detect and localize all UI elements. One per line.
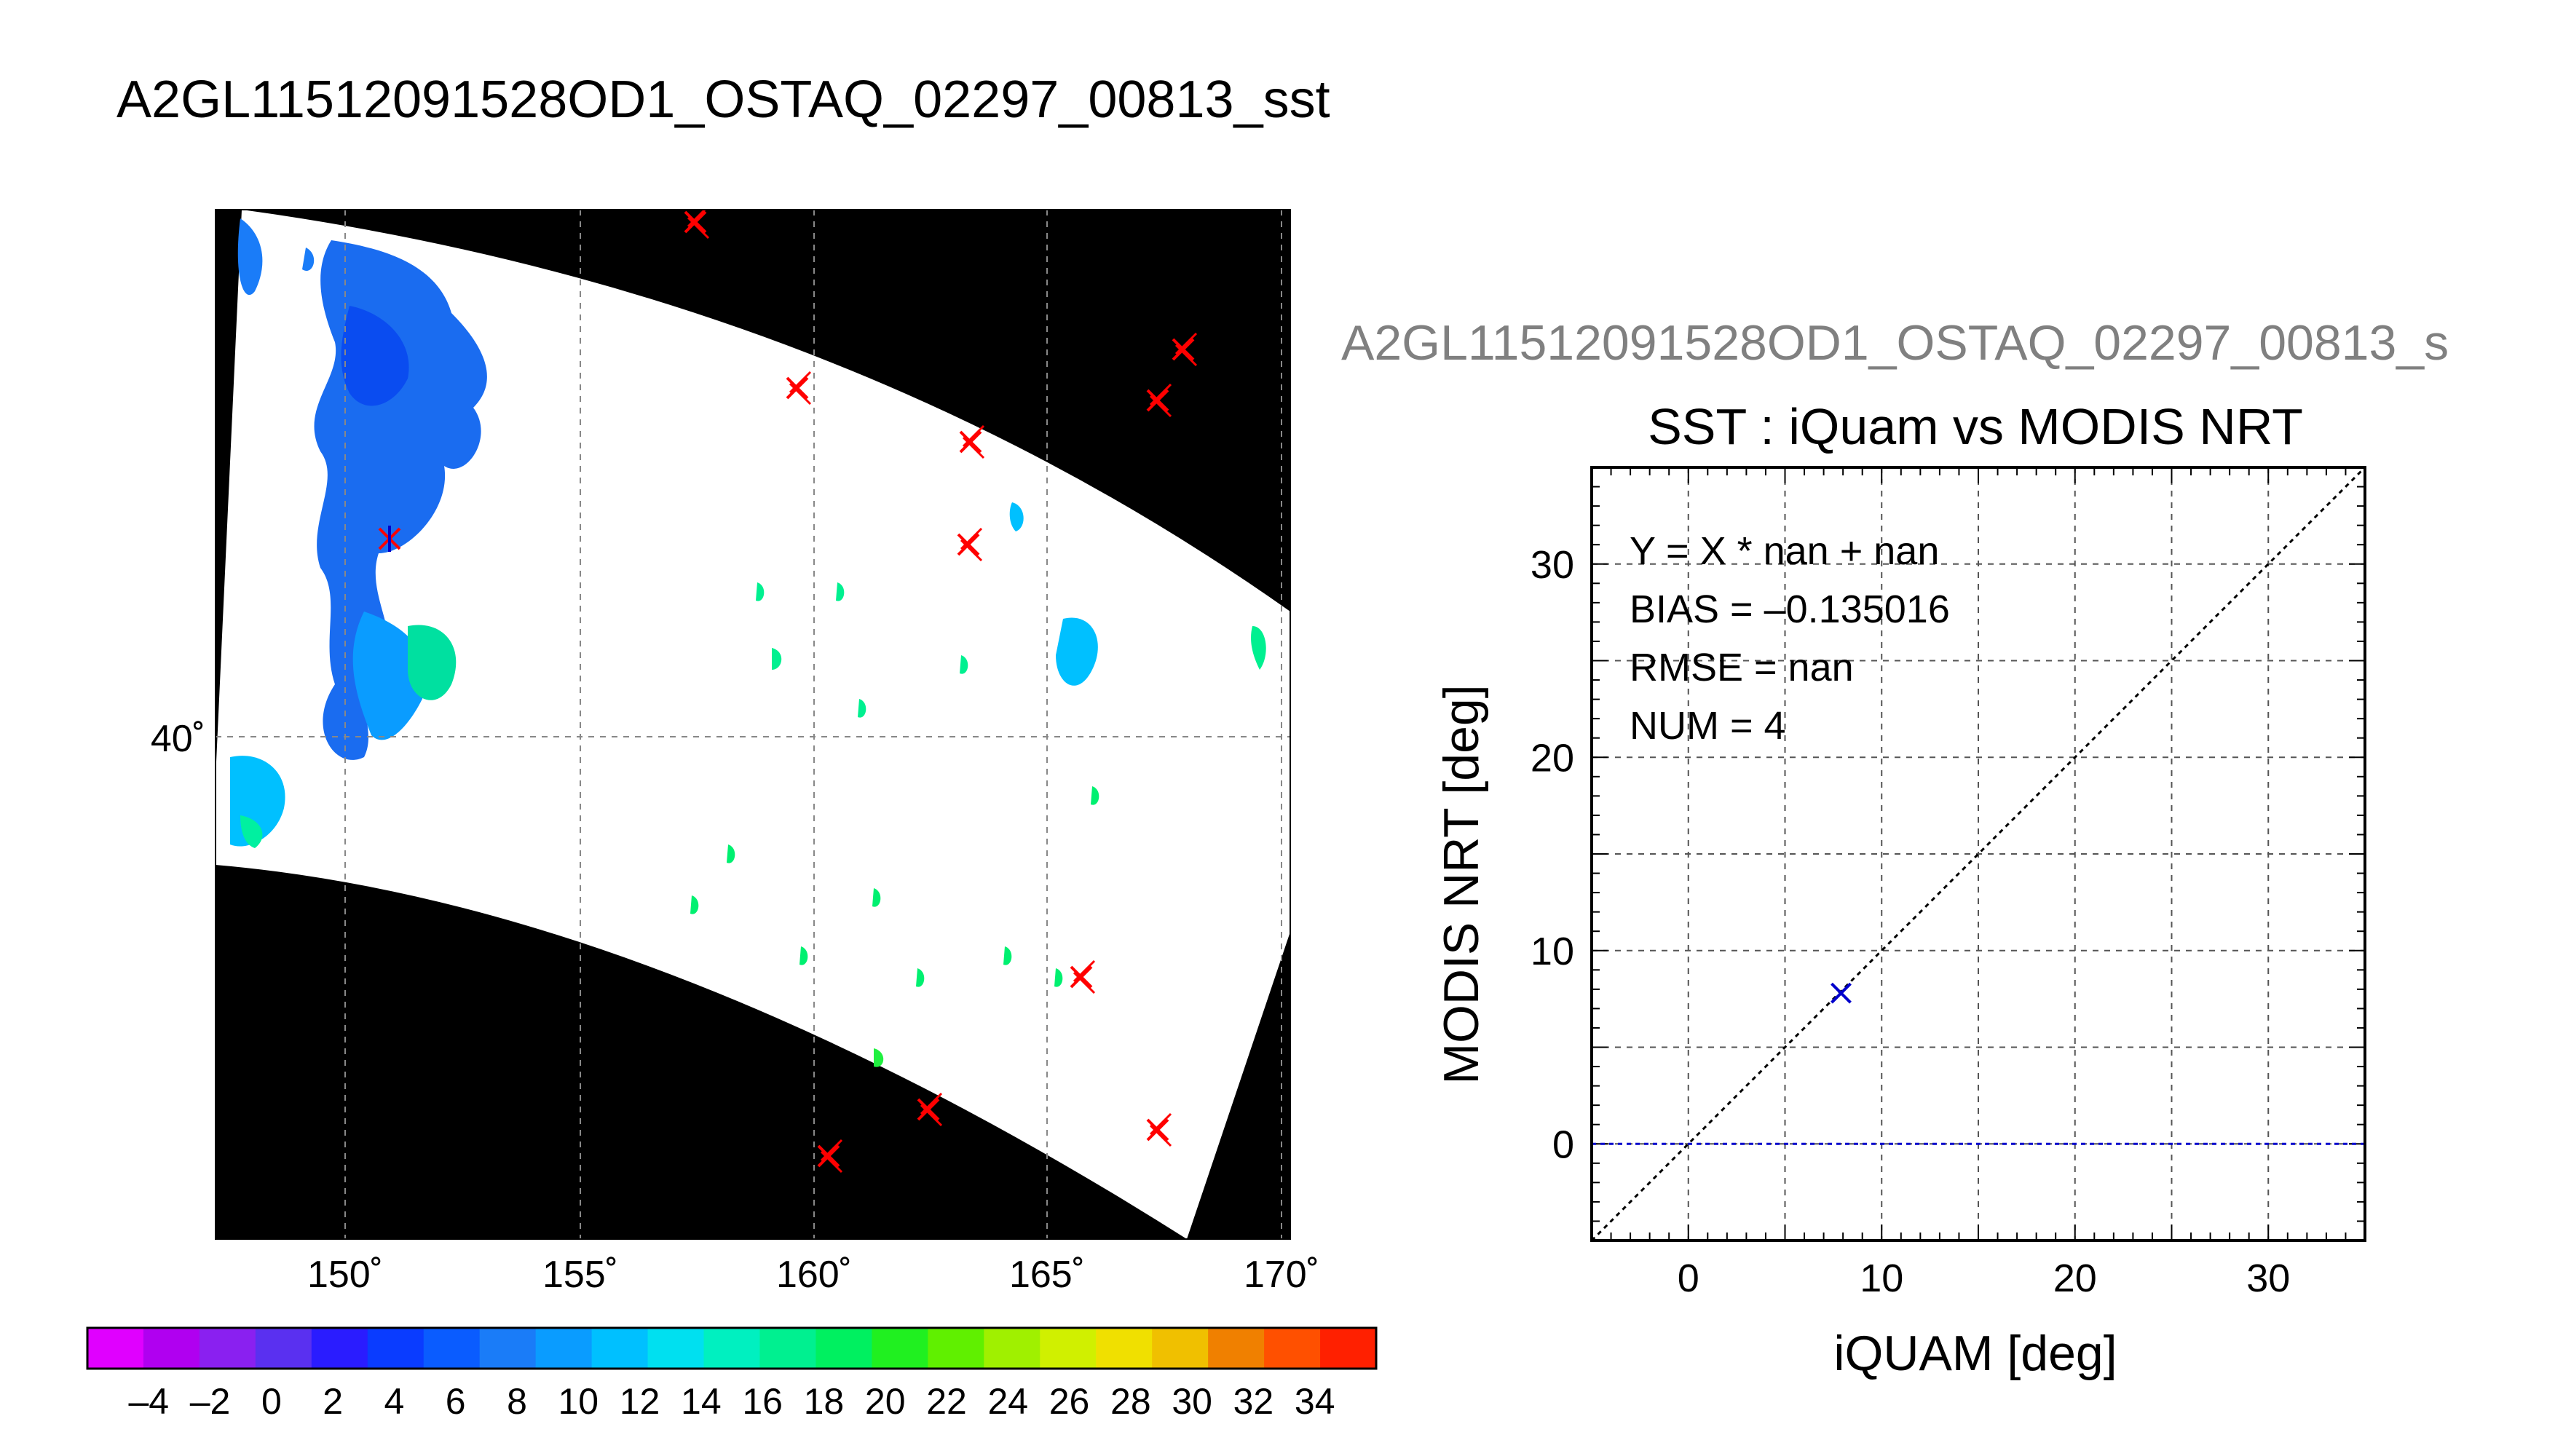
scatter-frame	[1590, 466, 2366, 1242]
colorbar-tick-label: 30	[1172, 1381, 1212, 1422]
colorbar-swatches	[87, 1328, 1377, 1369]
y-tick-label: 20	[1531, 736, 1574, 780]
colorbar-swatch	[816, 1328, 872, 1369]
stats-annotations: Y = X * nan + nan BIAS = –0.135016 RMSE = …	[1630, 529, 1950, 748]
lon-tick-label: 160˚	[776, 1254, 852, 1296]
matchup-marker	[917, 1092, 943, 1127]
lat-tick-label: 40˚	[151, 718, 205, 760]
sst-patches	[230, 218, 1266, 1067]
map-gridlines	[216, 210, 1290, 1239]
lon-tick-label: 170˚	[1244, 1254, 1319, 1296]
chart-title: SST : iQuam vs MODIS NRT	[1648, 398, 2303, 455]
colorbar-tick-label: 10	[558, 1381, 599, 1422]
data-point	[1831, 982, 1852, 1004]
colorbar-swatch	[759, 1328, 816, 1369]
colorbar-swatch	[367, 1328, 424, 1369]
stats-annotation: BIAS = –0.135016	[1630, 587, 1950, 631]
scatter-plot: A2GL11512091528OD1_OSTAQ_02297_00813_s S…	[1341, 315, 2449, 1381]
matchup-marker	[959, 424, 985, 459]
colorbar-swatch	[1264, 1328, 1321, 1369]
colorbar-tick-label: 28	[1110, 1381, 1151, 1422]
lon-tick-label: 150˚	[307, 1254, 383, 1296]
colorbar-swatch	[1320, 1328, 1377, 1369]
matchup-marker	[1146, 1112, 1172, 1147]
colorbar-swatch	[479, 1328, 537, 1369]
matchup-marker	[786, 371, 812, 405]
colorbar-tick-label: 24	[987, 1381, 1028, 1422]
colorbar-tick-label: 4	[384, 1381, 405, 1422]
sst-map: 150˚ 155˚ 160˚ 165˚ 170˚ 40˚	[151, 209, 1319, 1296]
page-title: A2GL11512091528OD1_OSTAQ_02297_00813_sst	[117, 71, 1330, 129]
colorbar-tick-label: 32	[1233, 1381, 1274, 1422]
colorbar-swatch	[535, 1328, 593, 1369]
colorbar-swatch	[311, 1328, 368, 1369]
scatter-gridlines	[1592, 467, 2365, 1241]
colorbar-tick-label: –4	[128, 1381, 169, 1422]
stats-annotation: Y = X * nan + nan	[1630, 529, 1939, 573]
colorbar-tick-label: 34	[1295, 1381, 1335, 1422]
colorbar-swatch	[1208, 1328, 1265, 1369]
colorbar-swatch	[143, 1328, 200, 1369]
x-tick-label: 10	[1860, 1257, 1903, 1300]
colorbar-tick-label: 16	[742, 1381, 783, 1422]
colorbar-tick-label: 2	[323, 1381, 343, 1422]
matchup-marker	[1146, 383, 1172, 418]
colorbar-swatch	[423, 1328, 481, 1369]
colorbar-swatch	[703, 1328, 760, 1369]
colorbar-tick-label: 8	[507, 1381, 527, 1422]
matchup-marker	[1172, 332, 1198, 367]
colorbar-swatch	[1152, 1328, 1209, 1369]
colorbar-swatch	[87, 1328, 144, 1369]
x-axis-label: iQUAM [deg]	[1833, 1326, 2117, 1381]
colorbar-tick-label: 12	[620, 1381, 660, 1422]
colorbar-swatch	[872, 1328, 928, 1369]
colorbar-tick-label: –2	[190, 1381, 231, 1422]
lon-tick-label: 155˚	[542, 1254, 618, 1296]
colorbar-swatch	[1040, 1328, 1097, 1369]
x-tick-label: 0	[1678, 1257, 1699, 1300]
colorbar-tick-label: 22	[926, 1381, 967, 1422]
matchup-marker	[684, 210, 710, 240]
colorbar: –4 –2 0 2 4 6 8 10 12 14 16 18 20 22 24 26 28 30 32 34	[86, 1326, 1378, 1422]
colorbar-swatch	[255, 1328, 312, 1369]
colorbar-swatch	[984, 1328, 1040, 1369]
y-tick-label: 10	[1531, 930, 1574, 973]
colorbar-swatch	[199, 1328, 256, 1369]
identity-line	[1590, 466, 2366, 1242]
stats-annotation: NUM = 4	[1630, 704, 1786, 748]
colorbar-tick-label: 18	[804, 1381, 845, 1422]
colorbar-swatch	[928, 1328, 984, 1369]
y-tick-label: 30	[1531, 543, 1574, 587]
matchup-marker	[957, 527, 983, 562]
matchup-marker	[1070, 960, 1096, 994]
colorbar-tick-label: 14	[681, 1381, 722, 1422]
scatter-header: A2GL11512091528OD1_OSTAQ_02297_00813_s	[1341, 315, 2449, 371]
colorbar-swatch	[1096, 1328, 1153, 1369]
stats-annotation: RMSE = nan	[1630, 646, 1854, 689]
colorbar-swatch	[647, 1328, 705, 1369]
colorbar-tick-label: 26	[1049, 1381, 1090, 1422]
satellite-swath	[216, 210, 1290, 1239]
y-axis-label: MODIS NRT [deg]	[1434, 684, 1489, 1084]
colorbar-tick-label: 6	[446, 1381, 466, 1422]
colorbar-swatch	[591, 1328, 649, 1369]
lon-tick-label: 165˚	[1009, 1254, 1085, 1296]
y-tick-label: 0	[1552, 1123, 1574, 1166]
colorbar-tick-label: 0	[261, 1381, 282, 1422]
matchup-markers	[378, 210, 1198, 1174]
colorbar-tick-label: 20	[865, 1381, 906, 1422]
matchup-marker	[817, 1139, 843, 1174]
matchup-marker	[378, 526, 401, 552]
x-tick-label: 20	[2053, 1257, 2097, 1300]
x-tick-label: 30	[2246, 1257, 2290, 1300]
